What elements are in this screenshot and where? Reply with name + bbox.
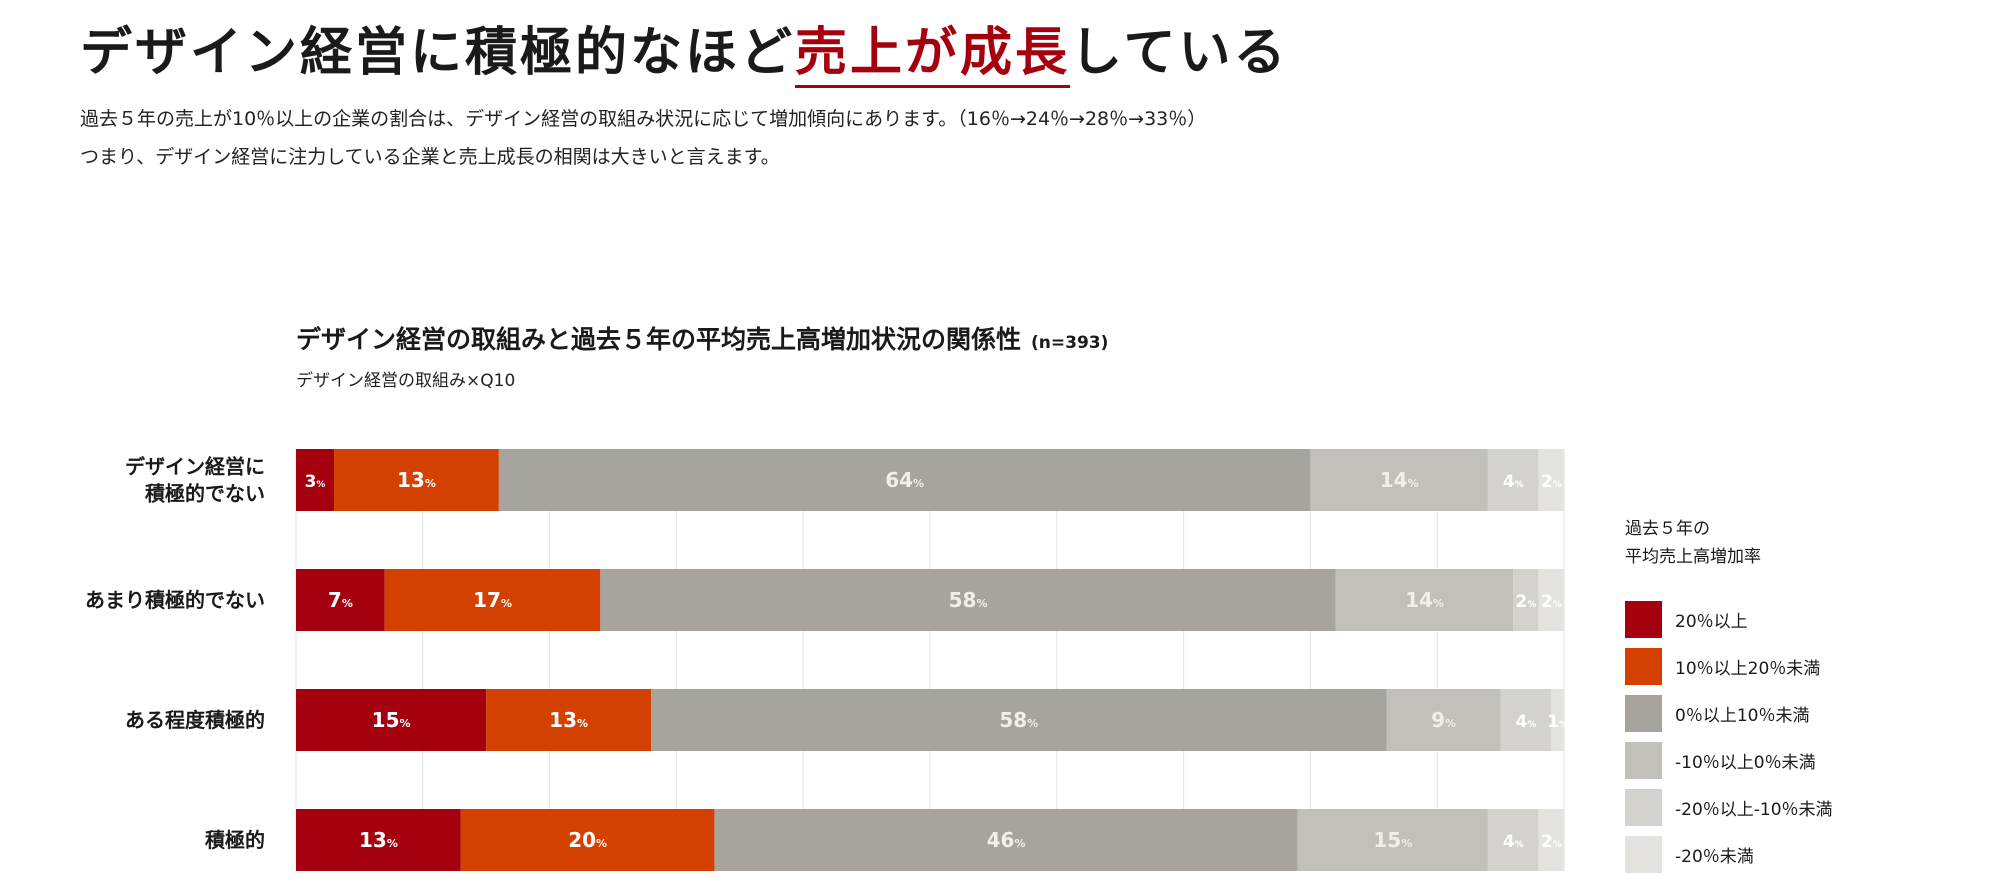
data-label: 3% xyxy=(305,472,326,492)
bar-segment xyxy=(296,449,335,511)
bar-segment xyxy=(460,809,715,871)
legend-item: 0％以上10％未満 xyxy=(1625,695,1833,732)
legend-label: 0％以上10％未満 xyxy=(1675,706,1810,726)
legend: 過去５年の平均売上高増加率 20％以上 10％以上20％未満 0％以上10％未満 -1… xyxy=(1625,515,1833,883)
legend-swatch xyxy=(1625,601,1662,638)
data-label: 2% xyxy=(1516,592,1537,612)
bar-segment xyxy=(1386,689,1501,751)
bar-segment xyxy=(1487,809,1539,871)
bar-segment xyxy=(296,809,461,871)
legend-item: -20％以上-10％未満 xyxy=(1625,789,1833,826)
bar-segment xyxy=(296,569,385,631)
data-label: 14% xyxy=(1380,468,1419,492)
legend-item: -10％以上0％未満 xyxy=(1625,742,1833,779)
data-label: 58% xyxy=(999,708,1038,732)
legend-label: -20％未満 xyxy=(1675,847,1754,867)
data-label: 15% xyxy=(372,708,411,732)
legend-swatch xyxy=(1625,836,1662,873)
legend-items: 20％以上 10％以上20％未満 0％以上10％未満 -10％以上0％未満 -20％以上… xyxy=(1625,601,1833,873)
title-prefix: デザイン経営に積極的なほど xyxy=(80,23,796,83)
bar-segment xyxy=(334,449,499,511)
title-suffix: している xyxy=(1070,23,1289,83)
bar-segment xyxy=(1297,809,1488,871)
data-label: 2% xyxy=(1541,832,1562,852)
description: 過去５年の売上が10％以上の企業の割合は、デザイン経営の取組み状況に応じて増加傾… xyxy=(80,100,1206,176)
bar-segment xyxy=(486,689,652,751)
legend-label: 10％以上20％未満 xyxy=(1675,659,1821,679)
category-label: あまり積極的でない xyxy=(85,588,265,612)
data-label: 17% xyxy=(473,588,512,612)
chart-title: デザイン経営の取組みと過去５年の平均売上高増加状況の関係性 (n=393) xyxy=(296,320,1108,356)
legend-item: -20％未満 xyxy=(1625,836,1833,873)
category-label: ある程度積極的 xyxy=(125,708,265,732)
legend-item: 20％以上 xyxy=(1625,601,1833,638)
legend-title-line: 過去５年の xyxy=(1625,519,1710,539)
bar-segment xyxy=(1335,569,1514,631)
bar-segment xyxy=(1310,449,1488,511)
category-label: 積極的 xyxy=(205,828,265,852)
chart-title-text: デザイン経営の取組みと過去５年の平均売上高増加状況の関係性 xyxy=(296,325,1022,354)
data-label: 7% xyxy=(328,588,353,612)
data-label: 20% xyxy=(568,828,607,852)
data-label: 2% xyxy=(1541,472,1562,492)
data-label: 4% xyxy=(1503,472,1524,492)
bar-segment xyxy=(1487,449,1539,511)
description-line-2: つまり、デザイン経営に注力している企業と売上成長の相関は大きいと言えます。 xyxy=(80,146,780,168)
data-label: 64% xyxy=(885,468,924,492)
bar-segment xyxy=(1500,689,1552,751)
legend-swatch xyxy=(1625,648,1662,685)
chart-subtitle: デザイン経営の取組み×Q10 xyxy=(296,371,516,391)
bar-segment xyxy=(498,449,1311,511)
legend-swatch xyxy=(1625,789,1662,826)
legend-swatch xyxy=(1625,695,1662,732)
legend-label: 20％以上 xyxy=(1675,612,1748,632)
data-label: 46% xyxy=(987,828,1026,852)
bar-segment xyxy=(714,809,1298,871)
bar-segment xyxy=(1551,689,1564,751)
bar-segment xyxy=(600,569,1336,631)
bar-segment xyxy=(1538,569,1564,631)
bar-segment xyxy=(1538,809,1564,871)
legend-title: 過去５年の平均売上高増加率 xyxy=(1625,515,1833,571)
legend-label: -20％以上-10％未満 xyxy=(1675,800,1833,820)
data-label: 14% xyxy=(1405,588,1444,612)
legend-label: -10％以上0％未満 xyxy=(1675,753,1816,773)
bar-segment xyxy=(651,689,1387,751)
category-label: デザイン経営に積極的でない xyxy=(125,455,265,506)
bar-segment xyxy=(1513,569,1539,631)
bar-segment xyxy=(296,689,487,751)
data-label: 13% xyxy=(359,828,398,852)
bar-segment xyxy=(384,569,601,631)
data-label: 4% xyxy=(1503,832,1524,852)
data-label: 58% xyxy=(949,588,988,612)
chart-sample-size: (n=393) xyxy=(1031,333,1109,353)
description-line-1: 過去５年の売上が10％以上の企業の割合は、デザイン経営の取組み状況に応じて増加傾… xyxy=(80,108,1207,130)
data-label: 4% xyxy=(1516,712,1537,732)
page-title: デザイン経営に積極的なほど売上が成長している xyxy=(80,10,1289,88)
data-label: 15% xyxy=(1373,828,1412,852)
legend-title-line: 平均売上高増加率 xyxy=(1625,547,1761,567)
data-label: 9% xyxy=(1431,708,1456,732)
data-label: 13% xyxy=(549,708,588,732)
title-highlight: 売上が成長 xyxy=(795,23,1071,88)
data-label: 13% xyxy=(397,468,436,492)
data-label: 1% xyxy=(1547,712,1568,732)
data-label: 2% xyxy=(1541,592,1562,612)
legend-swatch xyxy=(1625,742,1662,779)
legend-item: 10％以上20％未満 xyxy=(1625,648,1833,685)
bar-segment xyxy=(1538,449,1564,511)
